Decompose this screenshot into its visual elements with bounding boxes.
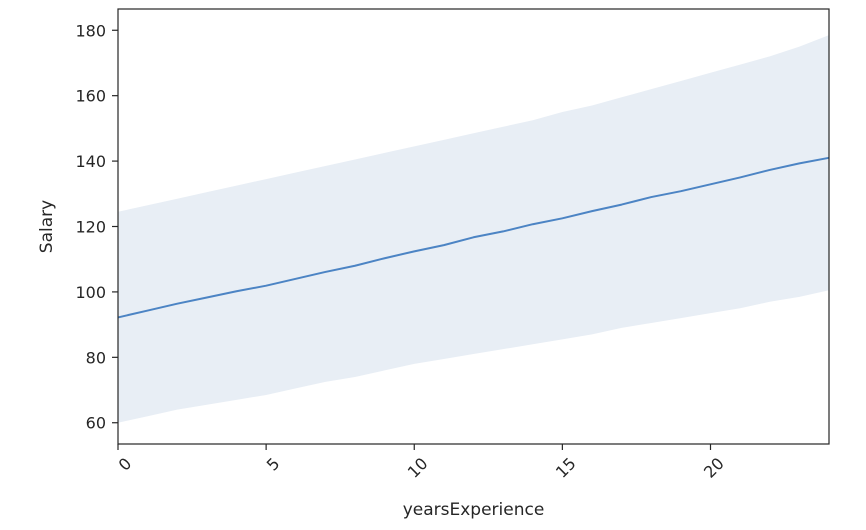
x-tick-label: 5 bbox=[263, 454, 284, 475]
x-tick-label: 0 bbox=[115, 454, 136, 475]
y-tick-label: 160 bbox=[75, 87, 106, 106]
x-axis-ticks: 0 5 10 15 20 bbox=[115, 444, 728, 482]
y-tick-label: 180 bbox=[75, 21, 106, 40]
y-tick-label: 80 bbox=[86, 348, 106, 367]
confidence-band bbox=[118, 35, 829, 423]
x-tick-label: 15 bbox=[552, 454, 580, 482]
y-tick-label: 100 bbox=[75, 283, 106, 302]
series-line-layer bbox=[117, 156, 830, 319]
y-tick-label: 120 bbox=[75, 218, 106, 237]
x-axis-title: yearsExperience bbox=[403, 500, 545, 520]
y-tick-label: 60 bbox=[86, 414, 106, 433]
y-tick-label: 140 bbox=[75, 152, 106, 171]
regression-line bbox=[117, 156, 830, 319]
x-tick-label: 20 bbox=[700, 454, 728, 482]
confidence-band-layer bbox=[118, 35, 829, 423]
y-axis-ticks: 60 80 100 120 140 160 180 bbox=[75, 21, 118, 433]
y-axis-title: Salary bbox=[37, 200, 57, 253]
x-tick-label: 10 bbox=[404, 454, 432, 482]
